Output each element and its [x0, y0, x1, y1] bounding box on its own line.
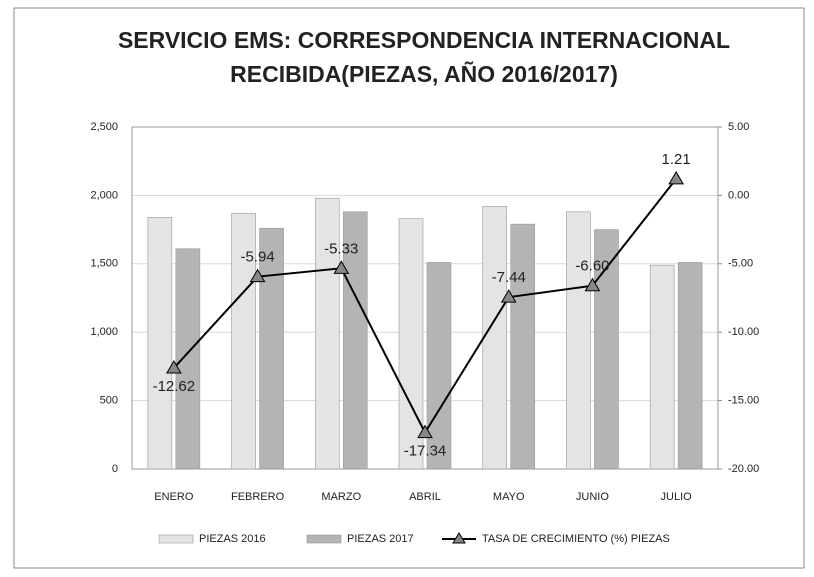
legend-label: PIEZAS 2016 — [199, 533, 266, 545]
data-label: 1.21 — [662, 151, 691, 168]
marker — [333, 260, 350, 274]
y-tick-label: 1,500 — [90, 258, 118, 270]
bar — [342, 211, 368, 470]
data-label: -6.60 — [575, 258, 609, 275]
chart-title: SERVICIO EMS: CORRESPONDENCIA INTERNACIO… — [118, 27, 730, 53]
x-tick-label: MARZO — [321, 491, 361, 503]
data-label: -7.44 — [492, 269, 526, 286]
y-tick-label: 500 — [100, 395, 118, 407]
legend-swatch — [158, 534, 194, 544]
y2-tick-label: -20.00 — [728, 463, 759, 475]
bar — [566, 211, 591, 470]
bar — [482, 206, 508, 470]
x-tick-label: FEBRERO — [231, 491, 285, 503]
x-tick-label: ABRIL — [409, 491, 441, 503]
marker — [165, 360, 182, 374]
data-label: -5.33 — [324, 240, 358, 257]
y-tick-label: 2,500 — [90, 121, 118, 133]
y2-tick-label: 0.00 — [728, 189, 749, 201]
x-tick-label: MAYO — [493, 491, 525, 503]
bar — [677, 262, 703, 470]
y2-tick-label: -10.00 — [728, 326, 759, 338]
data-label: -12.62 — [153, 378, 196, 395]
bar — [426, 262, 452, 470]
bar — [175, 248, 201, 470]
bar — [649, 264, 675, 470]
x-tick-label: JULIO — [661, 491, 693, 503]
bar — [594, 229, 619, 470]
bar — [398, 218, 424, 470]
marker — [668, 170, 685, 185]
legend-marker — [452, 532, 466, 544]
bar — [147, 216, 173, 470]
marker — [500, 289, 517, 303]
y2-tick-label: -5.00 — [728, 258, 753, 270]
marker — [417, 424, 433, 439]
y-tick-label: 0 — [112, 463, 118, 475]
legend-label: TASA DE CRECIMIENTO (%) PIEZAS — [482, 533, 670, 545]
marker — [249, 268, 266, 283]
bar — [259, 227, 284, 470]
x-tick-label: ENERO — [154, 491, 194, 503]
plot-area — [131, 126, 719, 470]
data-label: -17.34 — [404, 443, 447, 460]
legend-label: PIEZAS 2017 — [347, 533, 414, 545]
y2-tick-label: -15.00 — [728, 395, 759, 407]
y-tick-label: 2,000 — [90, 189, 118, 201]
bar — [510, 223, 536, 470]
data-label: -5.94 — [240, 249, 274, 266]
marker — [584, 277, 601, 292]
x-tick-label: JUNIO — [576, 491, 609, 503]
bar — [314, 197, 340, 470]
legend-swatch — [306, 534, 342, 544]
y2-tick-label: 5.00 — [728, 121, 749, 133]
chart-title: RECIBIDA(PIEZAS, AÑO 2016/2017) — [230, 60, 618, 87]
bar — [231, 212, 256, 470]
y-tick-label: 1,000 — [90, 326, 118, 338]
